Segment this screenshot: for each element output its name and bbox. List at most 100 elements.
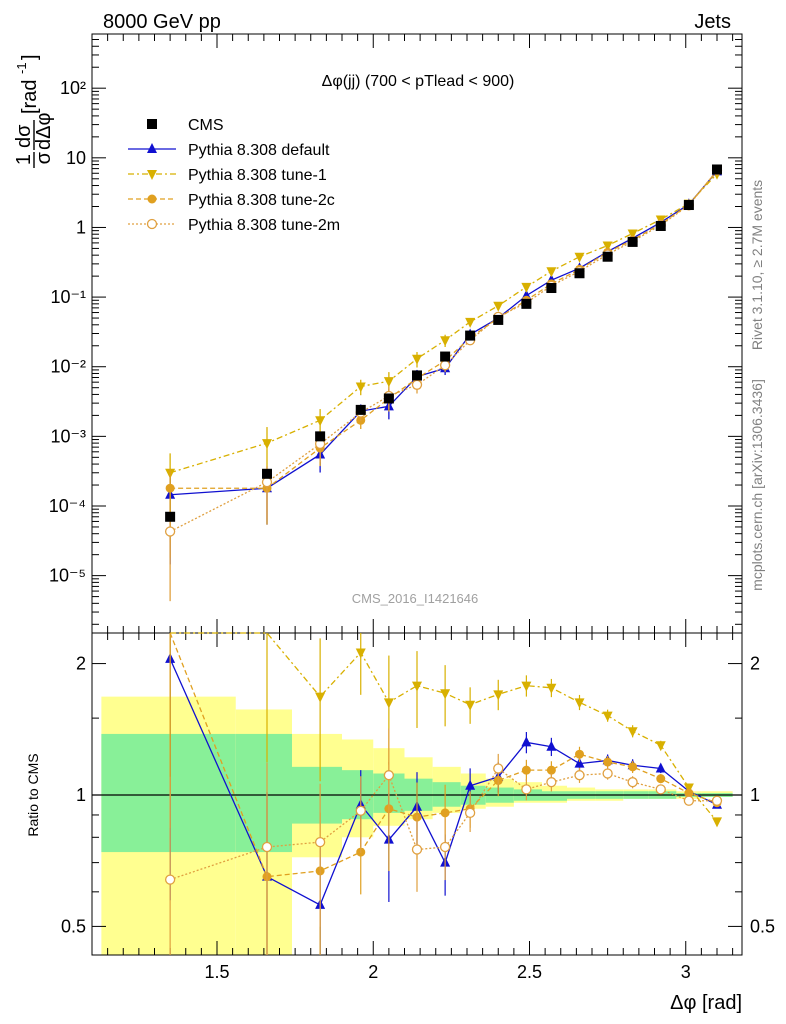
main-point [465, 330, 476, 341]
ratio-line-2 [169, 632, 718, 878]
main-ytick-label: 10⁻⁴ [49, 496, 86, 516]
main-point [712, 164, 722, 175]
main-point [521, 298, 532, 309]
ratio-plot: 1.5 2 2.5 3 0.5 0.5 1 1 2 2 [61, 632, 775, 982]
main-point [602, 241, 613, 252]
ratio-point [164, 874, 176, 885]
legend-label: Pythia 8.308 tune-1 [188, 167, 327, 184]
ratio-point [574, 757, 585, 768]
ratio-xtick-label: 3 [681, 962, 691, 982]
ratio-point [439, 841, 451, 853]
ratio-point [440, 689, 451, 700]
main-point [355, 404, 366, 415]
ratio-point [546, 740, 557, 751]
main-point [262, 439, 272, 450]
ratio-point [315, 692, 326, 703]
legend-label: Pythia 8.308 default [188, 142, 330, 159]
main-point [439, 360, 451, 371]
ratio-ytick-label: 0.5 [61, 916, 86, 936]
header-left: 8000 GeV pp [103, 11, 221, 33]
legend-marker [147, 143, 157, 153]
ratio-point [355, 805, 366, 816]
ratio-line-3 [169, 767, 717, 881]
ratio-point [546, 765, 556, 775]
main-plot: 10⁻⁵ 10⁻⁴ 10⁻³ 10⁻² 10⁻¹ 1 10 10² [49, 33, 743, 634]
legend-label: Pythia 8.308 tune-2c [188, 192, 335, 209]
main-point [465, 317, 476, 328]
main-ytick-label: 10² [60, 78, 86, 98]
main-point [411, 379, 423, 390]
ratio-ytick-label-right: 1 [750, 785, 760, 805]
ratio-point [712, 817, 722, 828]
main-line-4 [169, 169, 718, 533]
ratio-point [383, 770, 395, 781]
ratio-point [628, 762, 638, 772]
main-point [546, 267, 557, 278]
ratio-point [656, 774, 666, 784]
ratio-point [493, 690, 504, 701]
ratio-point [465, 779, 476, 790]
ratio-point [546, 777, 557, 788]
main-point [655, 220, 666, 231]
svg-text:]: ] [19, 54, 41, 60]
main-point [602, 251, 613, 262]
main-point [493, 301, 504, 312]
band-inner-10 [542, 791, 567, 801]
svg-text:σ: σ [33, 151, 55, 164]
ratio-point [465, 700, 476, 711]
main-title: Δφ(jj) (700 < pTlead < 900) [322, 73, 515, 90]
main-point [440, 351, 451, 362]
main-ytick-label: 10 [66, 148, 86, 168]
main-point [355, 382, 366, 393]
main-point [261, 476, 273, 488]
main-point [315, 431, 326, 442]
ratio-point [683, 783, 694, 794]
ratio-point [521, 681, 532, 692]
ratio-point [411, 844, 423, 855]
header-right: Jets [694, 11, 731, 33]
main-point [412, 370, 422, 381]
main-point [627, 229, 638, 240]
ratio-point [440, 808, 450, 818]
main-y-axis-title: 1 σ dσ dΔφ [rad -1 ] [13, 54, 55, 168]
ratio-ytick-label-right: 2 [750, 654, 760, 674]
main-point [164, 526, 176, 537]
main-point [383, 393, 394, 404]
main-point [262, 468, 272, 479]
ratio-ytick-label: 2 [76, 654, 86, 674]
ratio-point [655, 741, 666, 752]
ratio-point [711, 795, 723, 806]
ratio-point [684, 788, 694, 798]
main-point [315, 416, 326, 427]
main-point [165, 483, 175, 493]
ratio-point [627, 777, 638, 788]
main-point [412, 354, 422, 365]
main-point [546, 283, 557, 294]
ratio-point [655, 784, 666, 795]
svg-text:[rad: [rad [19, 80, 41, 114]
main-ytick-label: 10⁻¹ [50, 287, 86, 307]
band-inner-0 [101, 733, 236, 853]
band-inner-1 [235, 733, 292, 853]
legend-marker [147, 170, 157, 180]
ratio-point [603, 757, 613, 767]
ratio-xtick-label: 1.5 [204, 962, 229, 982]
ratio-point [574, 770, 585, 781]
main-ytick-label: 1 [76, 217, 86, 237]
ratio-point [412, 681, 422, 692]
main-point [574, 252, 585, 263]
main-point [440, 336, 451, 347]
ratio-xtick-label: 2.5 [517, 962, 542, 982]
ratio-ytick-label-right: 0.5 [750, 916, 775, 936]
svg-text:dΔφ: dΔφ [33, 113, 55, 150]
ratio-point [464, 807, 476, 819]
x-axis-title: Δφ [rad] [670, 992, 742, 1014]
ratio-point [521, 784, 532, 795]
ratio-point [574, 698, 585, 709]
ratio-point [602, 768, 613, 779]
ratio-frame [91, 632, 743, 956]
legend-label: Pythia 8.308 tune-2m [188, 217, 340, 234]
main-ytick-label: 10⁻³ [50, 426, 86, 446]
ratio-point [546, 683, 557, 694]
